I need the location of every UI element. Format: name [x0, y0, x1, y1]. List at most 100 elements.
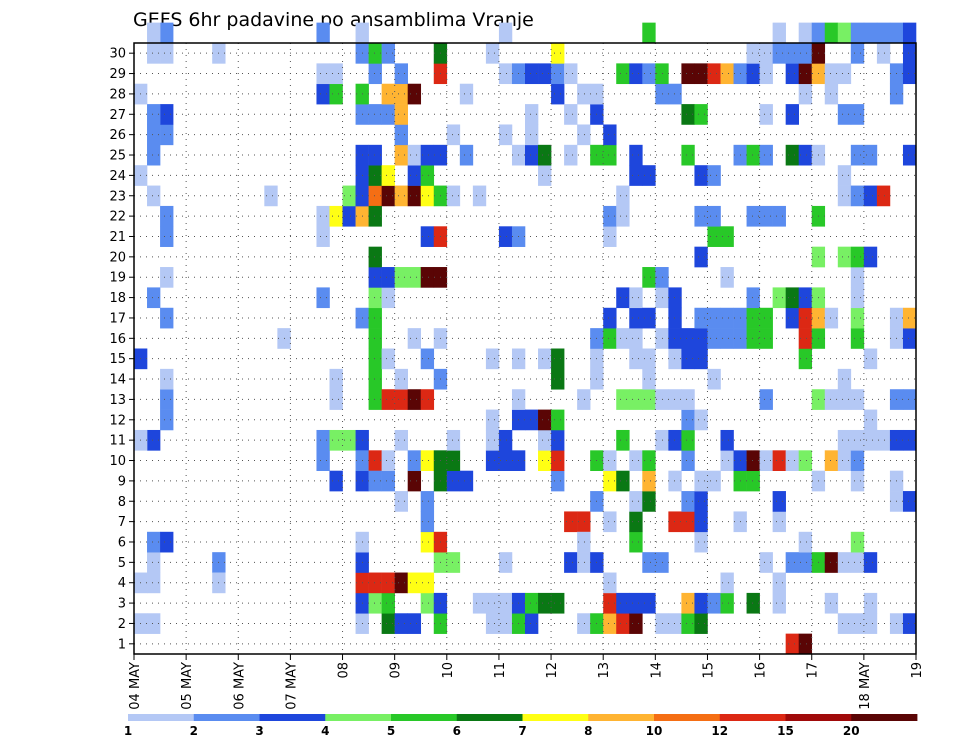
heatmap-cell: [394, 389, 408, 410]
heatmap-cell: [368, 328, 382, 349]
heatmap-cell: [147, 185, 161, 207]
heatmap-cell: [681, 450, 695, 471]
heatmap-cell: [642, 450, 656, 471]
heatmap-cell: [850, 470, 865, 492]
colorbar-swatch: [259, 714, 326, 721]
heatmap-cell: [160, 22, 174, 44]
heatmap-cell: [160, 226, 174, 247]
heatmap-cell: [498, 592, 513, 614]
x-tick-label: 14: [649, 662, 664, 679]
heatmap-cell: [837, 63, 852, 85]
heatmap-cell: [407, 572, 422, 594]
heatmap-cell: [655, 287, 669, 309]
heatmap-cell: [759, 43, 773, 64]
heatmap-cell: [394, 63, 408, 85]
heatmap-cell: [525, 592, 539, 614]
heatmap-cell: [798, 63, 813, 85]
heatmap-cell: [824, 63, 839, 85]
heatmap-cell: [850, 552, 865, 573]
heatmap-cell: [538, 63, 552, 85]
heatmap-cell: [681, 491, 695, 512]
x-tick-label: 07 MAY: [284, 662, 299, 710]
colorbar-tick-label: 1: [124, 724, 132, 738]
heatmap-cell: [642, 552, 656, 573]
heatmap-cell: [694, 246, 708, 268]
heatmap-cell: [616, 470, 630, 492]
heatmap-cell: [694, 63, 708, 85]
heatmap-cell: [368, 572, 382, 594]
heatmap-cell: [629, 144, 643, 166]
heatmap-cell: [316, 287, 330, 309]
heatmap-cell: [746, 450, 760, 471]
heatmap-cell: [798, 43, 813, 64]
y-tick-label: 21: [109, 230, 126, 245]
heatmap-cell: [655, 63, 669, 85]
heatmap-cell: [394, 185, 408, 207]
y-tick-label: 29: [109, 67, 126, 82]
heatmap-cell: [889, 22, 904, 44]
heatmap-cell: [446, 470, 461, 492]
heatmap-cell: [394, 572, 408, 594]
heatmap-cell: [902, 429, 917, 451]
heatmap-cell: [863, 246, 878, 268]
y-tick-label: 5: [118, 556, 126, 571]
heatmap-cell: [316, 83, 330, 105]
heatmap-cell: [772, 491, 786, 512]
heatmap-cell: [902, 389, 917, 410]
colorbar-swatch: [522, 714, 589, 721]
heatmap-cell: [850, 104, 865, 125]
colorbar-swatch: [456, 714, 523, 721]
heatmap-cell: [850, 267, 865, 288]
y-tick-label: 1: [118, 637, 126, 652]
heatmap-cell: [420, 531, 435, 553]
heatmap-cell: [642, 165, 656, 186]
heatmap-cell: [655, 389, 669, 410]
heatmap-cell: [329, 63, 343, 85]
heatmap-cell: [420, 144, 435, 166]
heatmap-cell: [837, 246, 852, 268]
heatmap-cell: [381, 83, 395, 105]
heatmap-cell: [694, 491, 708, 512]
heatmap-cell: [759, 552, 773, 573]
heatmap-cell: [902, 491, 917, 512]
heatmap-cell: [381, 450, 395, 471]
heatmap-cell: [759, 205, 773, 227]
heatmap-cell: [329, 83, 343, 105]
heatmap-cell: [329, 389, 343, 410]
heatmap-cell: [759, 389, 773, 410]
heatmap-cell: [381, 267, 395, 288]
y-tick-label: 23: [109, 189, 126, 204]
x-tick-label: 10: [441, 662, 456, 679]
heatmap-cell: [694, 104, 708, 125]
heatmap-cell: [850, 450, 865, 471]
heatmap-cell: [863, 613, 878, 634]
heatmap-cell: [407, 83, 422, 105]
x-tick-label: 08: [337, 662, 352, 679]
heatmap-cell: [407, 389, 422, 410]
heatmap-cell: [603, 307, 617, 329]
heatmap-cell: [446, 450, 461, 471]
heatmap-cell: [642, 491, 656, 512]
y-tick-label: 9: [118, 474, 126, 489]
y-tick-label: 16: [109, 332, 126, 347]
y-tick-label: 7: [118, 515, 126, 530]
colorbar-tick-label: 3: [255, 724, 263, 738]
heatmap-cell: [798, 450, 813, 471]
heatmap-cell: [681, 511, 695, 533]
heatmap-cell: [785, 63, 799, 85]
heatmap-cell: [759, 63, 773, 85]
heatmap-cell: [420, 267, 435, 288]
heatmap-cell: [485, 43, 500, 64]
heatmap-cell: [147, 104, 161, 125]
y-tick-label: 22: [109, 210, 126, 225]
heatmap-cell: [160, 124, 174, 146]
heatmap-cell: [837, 429, 852, 451]
heatmap-cell: [655, 552, 669, 573]
heatmap-cell: [655, 429, 669, 451]
heatmap-cell: [772, 450, 786, 471]
heatmap-cell: [368, 246, 382, 268]
heatmap-cell: [368, 348, 382, 370]
heatmap-cell: [642, 368, 656, 390]
heatmap-cell: [850, 429, 865, 451]
heatmap-cell: [694, 165, 708, 186]
